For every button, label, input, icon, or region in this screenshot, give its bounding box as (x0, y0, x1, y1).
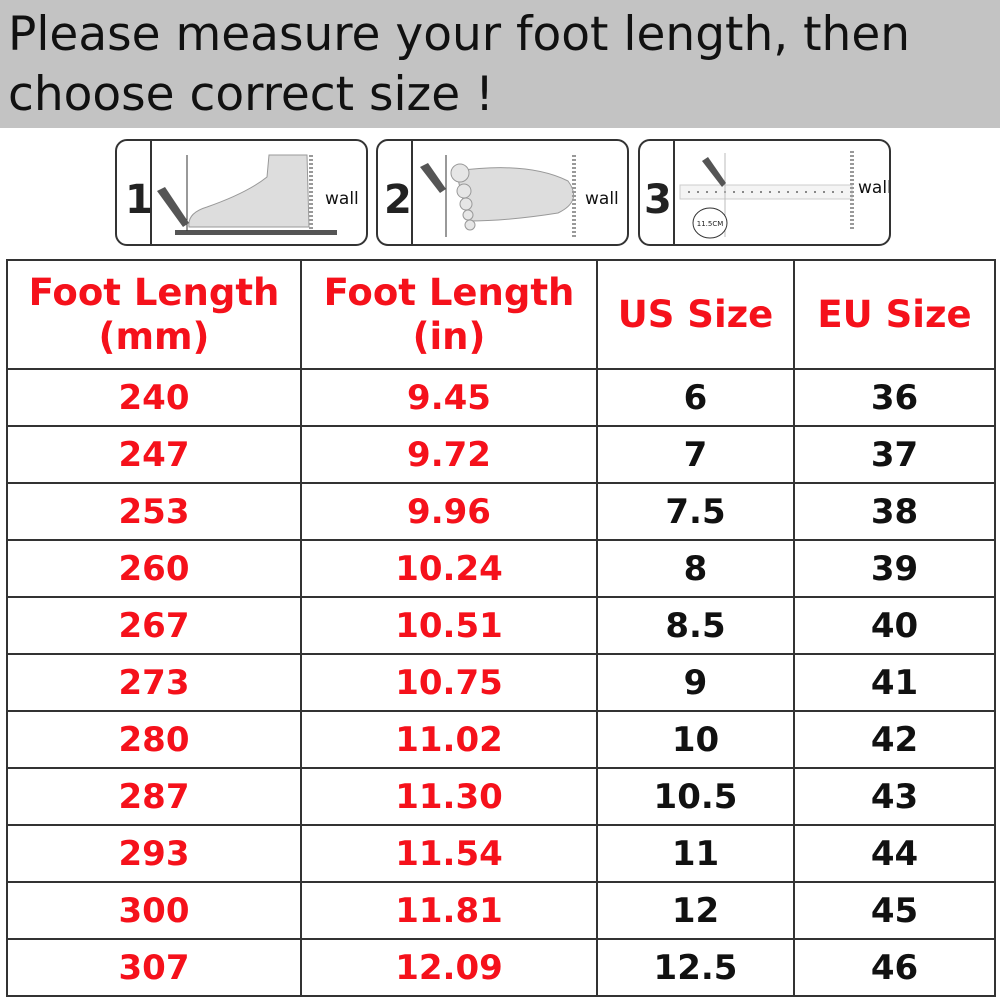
size-chart-table: Foot Length (mm) Foot Length (in) US Size … (6, 259, 996, 997)
wall-label: wall (858, 178, 891, 198)
us-size-cell: 8 (596, 539, 795, 598)
eu-size-cell: 41 (793, 653, 996, 712)
step-3-panel: 3 11.5CM wall (638, 139, 891, 246)
us-size-cell: 12 (596, 881, 795, 940)
foot-length-mm-cell: 293 (6, 824, 302, 883)
foot-length-mm-cell: 300 (6, 881, 302, 940)
header-row: Foot Length (mm) Foot Length (in) US Size … (6, 259, 996, 370)
instruction-line-1: Please measure your foot length, then (8, 7, 911, 62)
table-row: 273 10.75 9 41 (6, 653, 996, 712)
foot-length-mm-cell: 247 (6, 425, 302, 484)
foot-length-mm-cell: 260 (6, 539, 302, 598)
eu-size-cell: 40 (793, 596, 996, 655)
us-size-cell: 10 (596, 710, 795, 769)
eu-size-cell: 38 (793, 482, 996, 541)
eu-size-cell: 42 (793, 710, 996, 769)
foot-length-in-cell: 10.75 (300, 653, 598, 712)
table-row: 293 11.54 11 44 (6, 824, 996, 883)
us-size-cell: 8.5 (596, 596, 795, 655)
header-foot-length-mm: Foot Length (mm) (6, 259, 302, 370)
wall-label: wall (325, 189, 359, 209)
eu-size-cell: 45 (793, 881, 996, 940)
ruler-reading: 11.5CM (697, 220, 724, 228)
foot-length-in-cell: 11.30 (300, 767, 598, 826)
svg-text:3: 3 (644, 177, 672, 223)
foot-length-mm-cell: 273 (6, 653, 302, 712)
wall-label: wall (585, 189, 619, 209)
foot-length-in-cell: 11.81 (300, 881, 598, 940)
svg-text:1: 1 (125, 177, 153, 223)
us-size-cell: 10.5 (596, 767, 795, 826)
svg-text:2: 2 (384, 177, 412, 223)
foot-length-mm-cell: 240 (6, 368, 302, 427)
step-1-panel: 1 wall (115, 139, 368, 246)
foot-length-in-cell: 11.02 (300, 710, 598, 769)
foot-top-mark-icon: 2 (384, 141, 576, 244)
table-row: 280 11.02 10 42 (6, 710, 996, 769)
us-size-cell: 9 (596, 653, 795, 712)
eu-size-cell: 44 (793, 824, 996, 883)
foot-length-mm-cell: 267 (6, 596, 302, 655)
header-eu-size: EU Size (793, 259, 996, 370)
table-row: 267 10.51 8.5 40 (6, 596, 996, 655)
instruction-banner: Please measure your foot length, then ch… (0, 0, 1000, 128)
eu-size-cell: 43 (793, 767, 996, 826)
us-size-cell: 6 (596, 368, 795, 427)
us-size-cell: 11 (596, 824, 795, 883)
table-row: 260 10.24 8 39 (6, 539, 996, 598)
foot-length-in-cell: 12.09 (300, 938, 598, 997)
eu-size-cell: 39 (793, 539, 996, 598)
foot-length-mm-cell: 253 (6, 482, 302, 541)
us-size-cell: 12.5 (596, 938, 795, 997)
us-size-cell: 7.5 (596, 482, 795, 541)
header-foot-length-in: Foot Length (in) (300, 259, 598, 370)
foot-length-in-cell: 9.45 (300, 368, 598, 427)
table-row: 300 11.81 12 45 (6, 881, 996, 940)
table-row: 307 12.09 12.5 46 (6, 938, 996, 997)
foot-length-mm-cell: 280 (6, 710, 302, 769)
eu-size-cell: 37 (793, 425, 996, 484)
foot-length-in-cell: 10.51 (300, 596, 598, 655)
us-size-cell: 7 (596, 425, 795, 484)
foot-length-in-cell: 11.54 (300, 824, 598, 883)
foot-length-in-cell: 9.72 (300, 425, 598, 484)
table-row: 240 9.45 6 36 (6, 368, 996, 427)
foot-length-in-cell: 10.24 (300, 539, 598, 598)
instruction-line-2: choose correct size ! (8, 67, 494, 122)
table-row: 287 11.30 10.5 43 (6, 767, 996, 826)
table-row: 247 9.72 7 37 (6, 425, 996, 484)
ruler-measure-icon: 3 11.5CM (644, 141, 854, 244)
foot-length-mm-cell: 287 (6, 767, 302, 826)
eu-size-cell: 36 (793, 368, 996, 427)
eu-size-cell: 46 (793, 938, 996, 997)
step-2-panel: 2 wall (376, 139, 629, 246)
foot-side-measure-icon: 1 (125, 141, 337, 244)
header-us-size: US Size (596, 259, 795, 370)
foot-length-in-cell: 9.96 (300, 482, 598, 541)
foot-length-mm-cell: 307 (6, 938, 302, 997)
table-row: 253 9.96 7.5 38 (6, 482, 996, 541)
